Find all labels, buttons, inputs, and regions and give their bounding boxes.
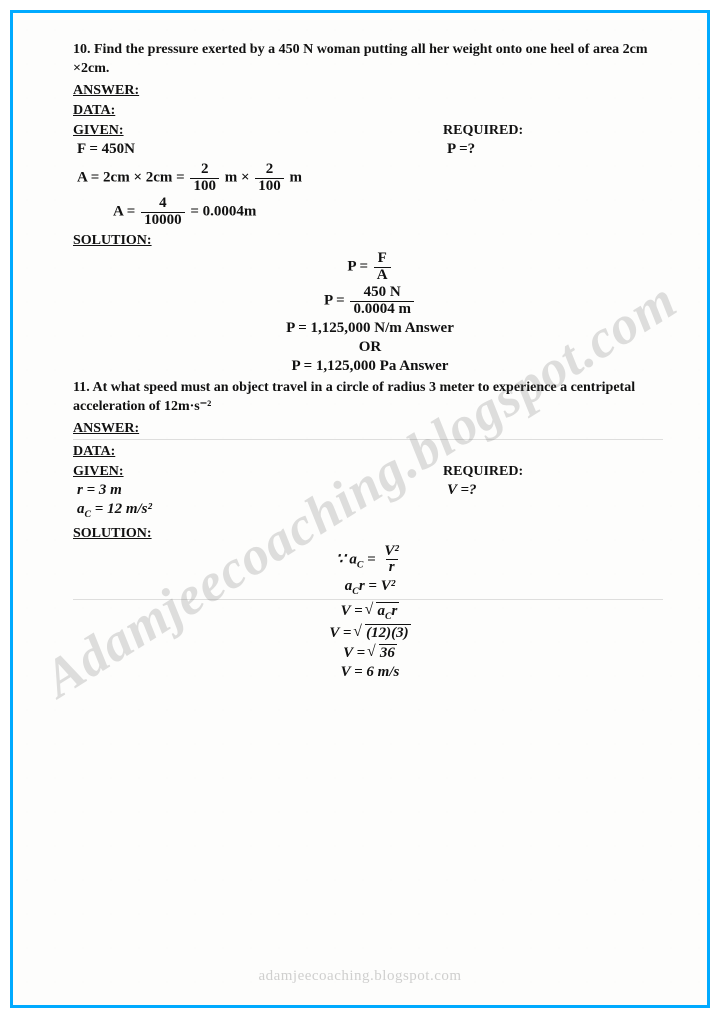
frac-2-100b: 2 100 <box>255 162 284 195</box>
q11-s6: V = 6 m/s <box>77 664 663 681</box>
watermark-footer: adamjeecoaching.blogspot.com <box>13 968 707 985</box>
q11-given2: aC = 12 m/s² <box>77 501 443 520</box>
sqrt-acr: aCr <box>366 602 399 622</box>
q11-number: 11. <box>73 380 90 395</box>
q11-s2: aCr = V² <box>77 578 663 597</box>
q10-or: OR <box>77 339 663 356</box>
q10-eq3: P = 1,125,000 N/m Answer <box>77 320 663 337</box>
frac-2-100a: 2 100 <box>190 162 219 195</box>
q11-s1: ∵ aC = V² r <box>77 544 663 577</box>
q10-given-hdr: GIVEN: <box>73 123 443 139</box>
q10-required-hdr: REQUIRED: <box>443 123 663 139</box>
scan-line-1 <box>73 439 663 440</box>
q11-solution-hdr: SOLUTION: <box>73 526 663 542</box>
q11-answer-hdr: ANSWER: <box>73 421 663 437</box>
q11-s3: V = aCr <box>77 602 663 622</box>
q10-area-conv2: A = 4 10000 = 0.0004m <box>113 196 663 229</box>
q10-number: 10. <box>73 42 91 57</box>
q10-data-hdr: DATA: <box>73 103 663 119</box>
frac-v2-r: V² r <box>381 544 402 577</box>
scan-line-2 <box>73 599 663 600</box>
frac-450-0004: 450 N 0.0004 m <box>350 285 414 318</box>
q11-given-hdr: GIVEN: <box>73 464 443 480</box>
frac-4-10000: 4 10000 <box>141 196 185 229</box>
sqrt-12-3: (12)(3) <box>355 624 410 642</box>
q10-eq2: P = 450 N 0.0004 m <box>77 285 663 318</box>
sqrt-36: 36 <box>369 644 397 662</box>
conv1-lhs: A = 2cm × 2cm = <box>77 169 185 185</box>
q10-given1: F = 450N <box>77 141 443 158</box>
q11-text: 11. At what speed must an object travel … <box>73 379 663 417</box>
q11-required-hdr: REQUIRED: <box>443 464 663 480</box>
q11-given-required-row: GIVEN: r = 3 m aC = 12 m/s² REQUIRED: V … <box>73 460 663 522</box>
frac-F-A: F A <box>374 251 391 284</box>
q10-solution-hdr: SOLUTION: <box>73 233 663 249</box>
q10-required-val: P =? <box>447 141 663 158</box>
q10-area-conv1: A = 2cm × 2cm = 2 100 m × 2 100 m <box>77 162 663 195</box>
q10-given-required-row: GIVEN: F = 450N REQUIRED: P =? <box>73 119 663 160</box>
q10-text: 10. Find the pressure exerted by a 450 N… <box>73 41 663 79</box>
q11-body: At what speed must an object travel in a… <box>73 380 635 414</box>
page-frame: 10. Find the pressure exerted by a 450 N… <box>10 10 710 1008</box>
q10-body: Find the pressure exerted by a 450 N wom… <box>73 42 648 76</box>
q11-data-hdr: DATA: <box>73 444 663 460</box>
q10-answer-hdr: ANSWER: <box>73 83 663 99</box>
q10-eq1: P = F A <box>77 251 663 284</box>
q10-eq4: P = 1,125,000 Pa Answer <box>77 358 663 375</box>
q11-s4: V = (12)(3) <box>77 624 663 642</box>
q11-s5: V = 36 <box>77 644 663 662</box>
q11-given1: r = 3 m <box>77 482 443 499</box>
q11-required-val: V =? <box>447 482 663 499</box>
